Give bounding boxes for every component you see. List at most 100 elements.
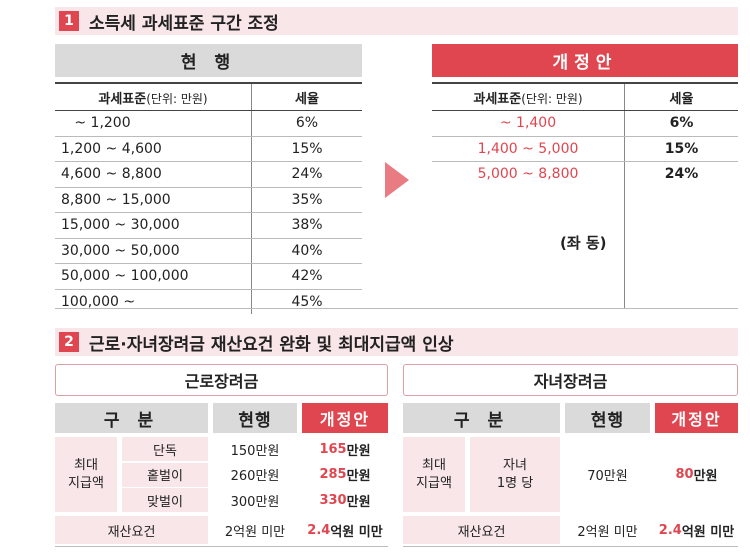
child-col-proposal: 개정안 (655, 403, 738, 433)
tax-rate: 42% (251, 263, 362, 290)
rate-row: 5,000 ~ 8,800 24% (432, 161, 738, 187)
tax-base-range: 1,200 ~ 4,600 (55, 136, 252, 162)
tax-base-range: 8,800 ~ 15,000 (55, 187, 252, 213)
child-property-new: 2.4 억원 미만 (655, 516, 738, 544)
child-max-new-unit: 만원 (693, 469, 718, 484)
current-col-rate: 세율 (251, 82, 362, 111)
proposal-header: 개정안 (432, 44, 738, 77)
section2-number: 2 (59, 332, 79, 352)
child-max-label-line1: 최대 (422, 457, 446, 473)
work-max-new: 285 만원 (302, 463, 388, 487)
rate-row: 100,000 ~ 45% (55, 289, 362, 314)
child-max-new: 80 만원 (655, 437, 738, 512)
proposal-col-base: 과세표준(단위: 만원) (432, 82, 625, 111)
tax-base-range: 4,600 ~ 8,800 (55, 161, 252, 188)
rate-row: 30,000 ~ 50,000 40% (55, 238, 362, 264)
work-property-current: 2억원 미만 (224, 524, 286, 540)
rate-row: ~ 1,200 6% (55, 110, 362, 137)
work-col-current: 현행 (213, 403, 297, 433)
child-property-new-unit: 억원 미만 (681, 524, 735, 540)
tax-rate: 38% (251, 212, 362, 239)
proposal-rate-table: 과세표준(단위: 만원) 세율 ~ 1,400 6% 1,400 ~ 5,000 15… (432, 82, 738, 187)
current-rate-table: 과세표준(단위: 만원) 세율 ~ 1,200 6% 1,200 ~ 4,600 15… (55, 82, 362, 314)
work-table-bottom-rule (55, 546, 388, 547)
child-label-line1: 자녀 (503, 457, 527, 473)
current-header: 현 행 (55, 44, 362, 77)
work-max-label-line2: 지급액 (68, 475, 104, 491)
work-incentive-title: 근로장려금 (55, 364, 388, 396)
tax-rate: 15% (251, 136, 362, 162)
current-col-base-unit: (단위: 만원) (146, 91, 208, 106)
work-max-new: 165 만원 (302, 437, 388, 461)
work-max-new-num: 165 (319, 441, 347, 457)
proposal-note: (좌 동) (560, 234, 607, 252)
work-max-current: 150만원 (230, 443, 280, 459)
child-property-label: 재산요건 (403, 516, 560, 544)
tax-rate: 40% (251, 238, 362, 264)
child-max-label-line2: 지급액 (416, 475, 452, 491)
work-max-new: 330 만원 (302, 488, 388, 512)
child-property-new-num: 2.4 (658, 522, 682, 538)
current-col-base-label: 과세표준 (98, 91, 147, 107)
rate-row: 8,800 ~ 15,000 35% (55, 187, 362, 213)
tax-base-range: ~ 1,400 (432, 110, 625, 137)
work-household-type: 홑벌이 (122, 462, 208, 487)
proposal-col-rate: 세율 (624, 82, 738, 111)
work-max-new-num: 285 (319, 467, 347, 482)
child-col-category: 구 분 (403, 403, 560, 433)
tax-rate: 15% (624, 136, 738, 162)
tax-rate: 6% (624, 110, 738, 137)
rate-row: 1,200 ~ 4,600 15% (55, 136, 362, 162)
tax-rate: 35% (251, 187, 362, 213)
rate-row: ~ 1,400 6% (432, 110, 738, 137)
work-col-proposal: 개정안 (302, 403, 388, 433)
tax-rate: 24% (251, 161, 362, 188)
work-max-new-num: 330 (319, 492, 347, 508)
child-label-line2: 1명 당 (496, 475, 534, 491)
child-incentive-title: 자녀장려금 (403, 364, 738, 396)
section2-title: 근로·자녀장려금 재산요건 완화 및 최대지급액 인상 (89, 334, 454, 355)
work-household-type: 단독 (122, 437, 208, 461)
tax-rate: 24% (664, 166, 699, 183)
rate-row: 4,600 ~ 8,800 24% (55, 161, 362, 188)
section1-bottom-rule (55, 308, 738, 309)
tax-base-range: 100,000 ~ (55, 289, 252, 314)
tax-rate: 45% (291, 293, 323, 310)
section1-number: 1 (59, 11, 79, 31)
tax-base-range: 1,400 ~ 5,000 (432, 136, 625, 162)
rate-row: 15,000 ~ 30,000 38% (55, 212, 362, 239)
work-property-new-num: 2.4 (307, 522, 331, 538)
tax-base-range: 30,000 ~ 50,000 (55, 238, 252, 264)
child-per-child-label: 자녀 1명 당 (470, 437, 560, 512)
current-col-base: 과세표준(단위: 만원) (55, 82, 252, 111)
rate-row: 50,000 ~ 100,000 42% (55, 263, 362, 290)
work-max-label-line1: 최대 (74, 457, 98, 473)
child-max-amount-label: 최대 지급액 (403, 437, 465, 512)
tax-base-range: 50,000 ~ 100,000 (55, 263, 252, 290)
child-table-bottom-rule (403, 546, 738, 547)
work-max-current: 260만원 (230, 469, 280, 484)
work-property-label: 재산요건 (55, 516, 208, 544)
section2-header: 2 근로·자녀장려금 재산요건 완화 및 최대지급액 인상 (55, 328, 738, 356)
child-col-current: 현행 (565, 403, 650, 433)
work-property-new-unit: 억원 미만 (330, 524, 383, 540)
work-max-new-unit: 만원 (346, 494, 371, 510)
child-max-current: 70만원 (587, 469, 628, 484)
work-max-amount-label: 최대 지급액 (55, 437, 117, 512)
work-col-category: 구 분 (55, 403, 208, 433)
work-max-new-unit: 만원 (346, 443, 371, 459)
rate-row: 1,400 ~ 5,000 15% (432, 136, 738, 162)
tax-base-range: 5,000 ~ 8,800 (432, 161, 625, 187)
child-max-new-num: 80 (675, 467, 694, 482)
child-property-current: 2억원 미만 (577, 524, 638, 540)
proposal-side-border (624, 182, 625, 308)
proposal-col-base-unit: (단위: 만원) (521, 91, 583, 106)
proposal-col-base-label: 과세표준 (473, 91, 522, 107)
work-household-type: 맞벌이 (122, 488, 208, 512)
tax-rate: 6% (251, 110, 362, 137)
section1-header: 1 소득세 과세표준 구간 조정 (55, 7, 738, 35)
tax-base-range: ~ 1,200 (55, 110, 252, 137)
work-property-new: 2.4 억원 미만 (302, 516, 388, 544)
section1-title: 소득세 과세표준 구간 조정 (89, 13, 279, 34)
tax-base-range: 15,000 ~ 30,000 (55, 212, 252, 239)
